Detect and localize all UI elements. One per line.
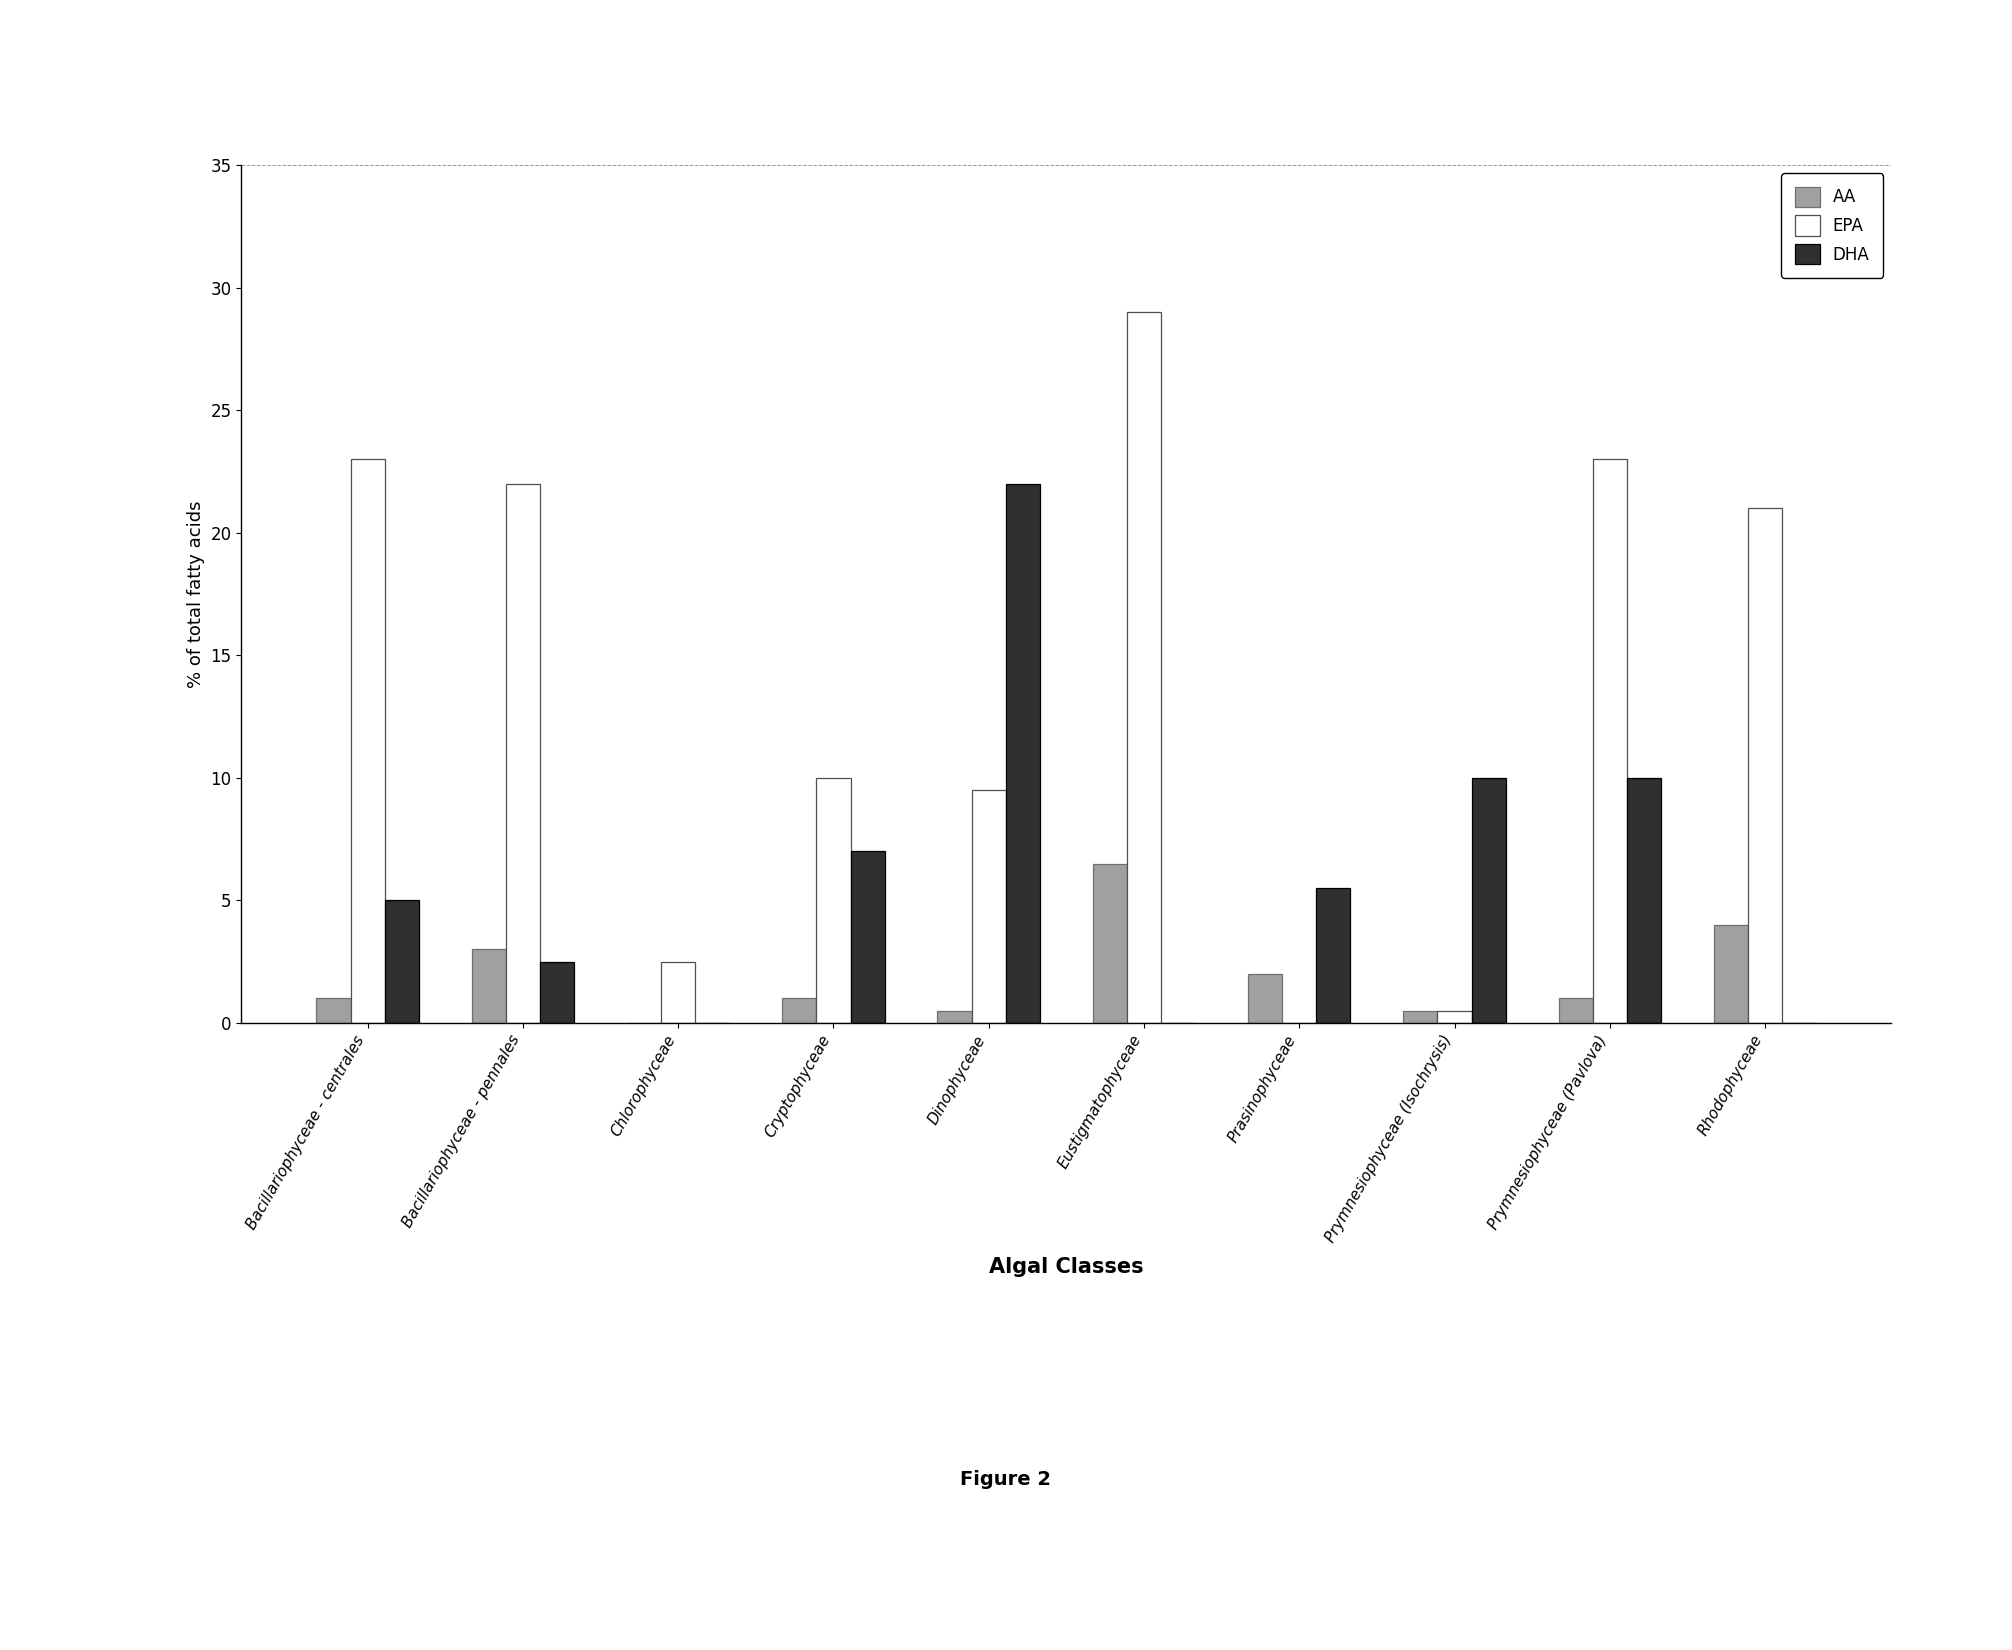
Bar	[783, 998, 817, 1023]
Bar	[1247, 974, 1282, 1023]
Bar	[851, 851, 885, 1023]
Bar	[1714, 926, 1748, 1023]
Bar	[539, 962, 573, 1023]
Bar	[384, 901, 418, 1023]
Bar	[817, 777, 851, 1023]
Bar	[938, 1011, 972, 1023]
Bar	[471, 949, 505, 1023]
Legend: AA, EPA, DHA: AA, EPA, DHA	[1781, 173, 1883, 277]
Bar	[316, 998, 350, 1023]
Bar	[972, 790, 1006, 1023]
Bar	[1559, 998, 1594, 1023]
Y-axis label: % of total fatty acids: % of total fatty acids	[187, 500, 205, 688]
Bar	[1127, 312, 1161, 1023]
Bar	[1748, 508, 1783, 1023]
X-axis label: Algal Classes: Algal Classes	[990, 1257, 1143, 1277]
Bar	[1594, 459, 1628, 1023]
Bar	[1437, 1011, 1471, 1023]
Text: Figure 2: Figure 2	[960, 1470, 1052, 1488]
Bar	[505, 483, 539, 1023]
Bar	[662, 962, 696, 1023]
Bar	[1402, 1011, 1437, 1023]
Bar	[1628, 777, 1662, 1023]
Bar	[350, 459, 384, 1023]
Bar	[1006, 483, 1040, 1023]
Bar	[1316, 888, 1350, 1023]
Bar	[1471, 777, 1505, 1023]
Bar	[1093, 863, 1127, 1023]
